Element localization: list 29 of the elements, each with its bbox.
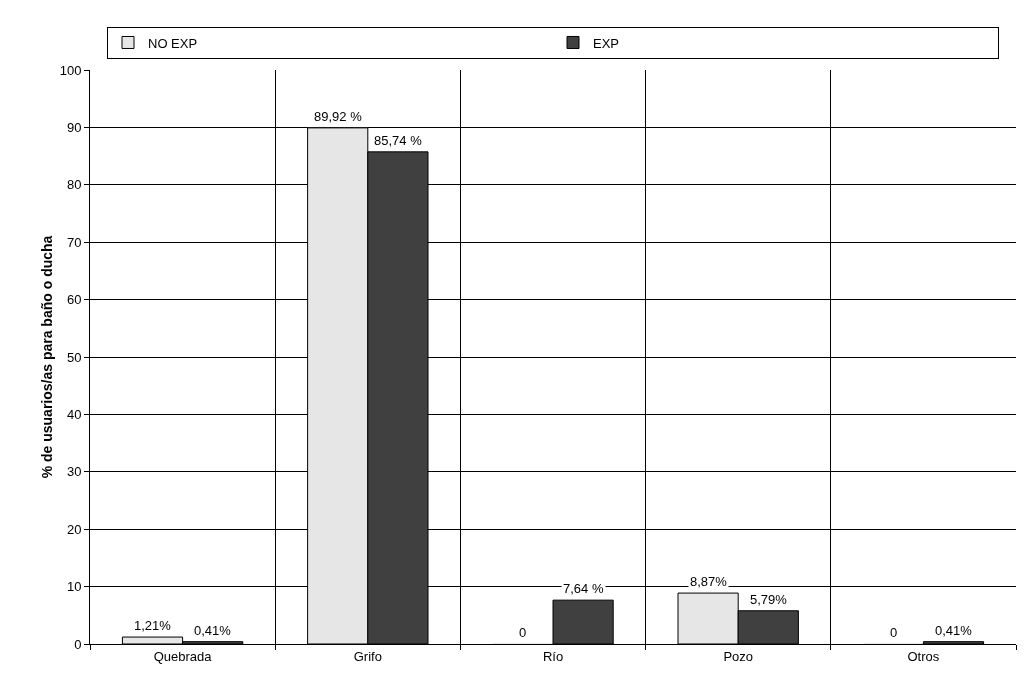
x-tick-label: Otros: [907, 648, 940, 664]
legend-label: NO EXP: [148, 35, 198, 51]
x-tick-label: Grifo: [353, 648, 382, 664]
y-tick-label: 90: [66, 119, 82, 135]
y-tick-label: 20: [66, 521, 82, 537]
data-label: 1,21%: [134, 618, 172, 633]
legend-label: EXP: [593, 35, 620, 51]
y-tick-label: 10: [66, 579, 82, 595]
y-tick-label: 40: [66, 406, 82, 422]
data-label: 7,64 %: [563, 581, 604, 596]
data-label: 0: [519, 625, 527, 640]
y-tick-label: 80: [66, 177, 82, 193]
y-tick-label: 100: [59, 62, 82, 78]
x-tick-label: Pozo: [723, 648, 754, 664]
data-label: 0,41%: [194, 623, 232, 638]
data-label: 85,74 %: [374, 133, 423, 148]
x-tick-label: Río: [542, 648, 564, 664]
y-tick-label: 70: [66, 234, 82, 250]
data-label: 0: [890, 625, 898, 640]
data-label: 5,79%: [750, 592, 788, 607]
y-axis-title: % de usuarios/as para baño o ducha: [39, 235, 55, 479]
y-tick-label: 30: [66, 464, 82, 480]
data-label: 0,41%: [935, 623, 973, 638]
y-tick-label: 50: [66, 349, 82, 365]
x-tick-label: Quebrada: [153, 648, 213, 664]
data-label: 8,87%: [690, 574, 728, 589]
y-tick-label: 0: [74, 636, 82, 652]
data-label: 89,92 %: [314, 109, 363, 124]
y-tick-label: 60: [66, 292, 82, 308]
